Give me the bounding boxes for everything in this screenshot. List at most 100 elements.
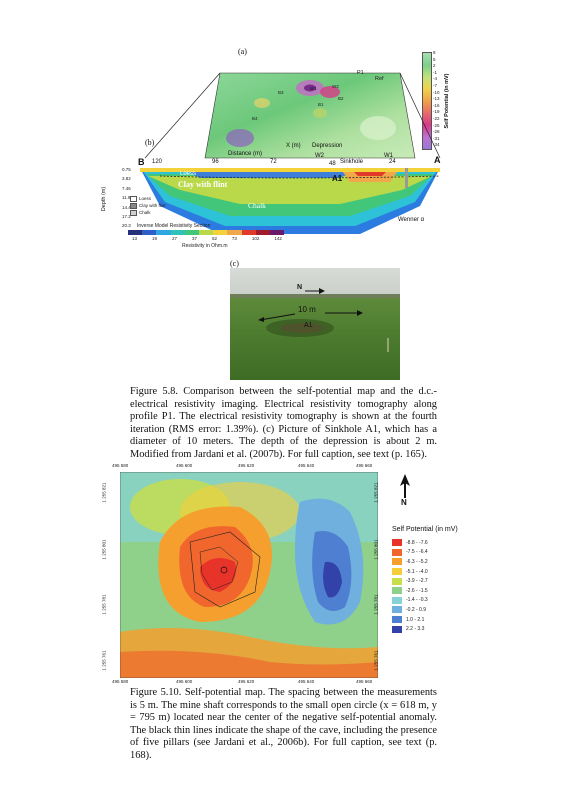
res-tick: 19 — [151, 236, 157, 241]
legend-label: -2.6 - -1.5 — [406, 587, 428, 594]
legend-label: Loess — [139, 196, 152, 201]
cb-tick: -19 — [433, 109, 440, 115]
res-tick: 102 — [251, 236, 260, 241]
panel-b-label: (b) — [145, 138, 155, 147]
legend-label: -8.8 - -7.6 — [406, 539, 428, 546]
cb-tick: -28 — [433, 129, 440, 135]
map-label-b1: B1 — [318, 102, 324, 107]
north-arrow-icon — [400, 474, 410, 498]
figure-5-10: 495 580 495 600 495 620 495 640 495 660 … — [102, 462, 460, 684]
north-label: N — [401, 498, 407, 507]
cb-tick: -13 — [433, 96, 440, 102]
map-label-b3: B3 — [278, 90, 284, 95]
sp-colorbar — [422, 52, 432, 150]
photo-scale-label: 10 m — [298, 305, 316, 314]
map-label-ref: Ref — [375, 76, 384, 82]
cb-tick: -22 — [433, 115, 440, 121]
res-swatch — [170, 230, 185, 235]
x-axis-label: X (m) — [286, 143, 301, 149]
map-label-b4: B4 — [252, 116, 258, 121]
depression-label: Depression — [312, 143, 343, 149]
y-tick: 1 255 801 — [101, 539, 107, 560]
res-swatch — [198, 230, 214, 235]
legend-swatch — [392, 568, 402, 576]
legend-label: 2.2 - 3.3 — [406, 626, 425, 633]
map-label-w2: W2 — [332, 84, 339, 89]
legend-item: Loess — [130, 195, 166, 202]
y-tick-right: 1 255 761 — [373, 650, 379, 671]
res-tick: 37 — [191, 236, 197, 241]
well-label-sinkhole: Sinkhole — [340, 159, 364, 165]
depth-tick: 17.2 — [122, 213, 131, 219]
section-end-a: A — [434, 155, 441, 165]
legend-label: -3.9 - -2.7 — [406, 578, 428, 585]
layer-label-chalk: Chalk — [248, 201, 266, 210]
res-swatch — [269, 230, 285, 235]
legend-row: -6.3 - -5.2 — [392, 557, 458, 567]
legend-label: -7.5 - -6.4 — [406, 549, 428, 556]
map-label-b2: B2 — [338, 96, 344, 101]
legend-label: 1.0 - 2.1 — [406, 616, 425, 623]
legend-swatch — [392, 577, 402, 585]
caption-text: Self-potential map. The spacing between … — [130, 687, 437, 761]
res-swatch — [213, 230, 228, 235]
x-tick-bottom: 495 620 — [238, 679, 255, 684]
legend-swatch — [392, 548, 402, 556]
panel-c-label: (c) — [230, 259, 239, 268]
well-label-w2: W2 — [315, 153, 324, 159]
depth-tick: 14.4 — [122, 204, 131, 210]
panel-a-label: (a) — [238, 47, 247, 56]
cb-tick: -34 — [433, 142, 440, 148]
res-tick: 27 — [171, 236, 177, 241]
figure-5-8-caption: Figure 5.8. Comparison between the self-… — [130, 386, 437, 462]
cb-tick: -10 — [433, 89, 440, 95]
res-tick: 13 — [132, 236, 138, 241]
resistivity-scale — [128, 230, 285, 235]
y-tick: 1 255 761 — [101, 650, 107, 671]
legend-row: -1.4 - -0.3 — [392, 596, 458, 606]
legend-swatch — [392, 539, 402, 547]
dist-tick: 72 — [270, 159, 277, 165]
res-swatch — [227, 230, 242, 235]
legend-swatch — [392, 616, 402, 624]
cb-tick: 2 — [433, 63, 436, 69]
res-swatch — [255, 230, 270, 235]
y-tick: 1 255 781 — [101, 594, 107, 615]
res-swatch — [128, 230, 143, 235]
map-label-p1: P1 — [357, 70, 364, 76]
legend-row: -8.8 - -7.6 — [392, 538, 458, 548]
figure-5-8: (a) P1 Ref B3 W1 W2 B1 B2 B4 8 5 2 -1 -4… — [100, 40, 480, 380]
depth-ticks: 0.75 3.82 7.46 11.9 14.4 17.2 20.3 — [122, 167, 131, 233]
cb-tick: -31 — [433, 135, 440, 141]
legend-item: Chalk — [130, 209, 166, 216]
y-tick-right: 1 255 781 — [373, 594, 379, 615]
res-swatch — [156, 230, 171, 235]
cave-label: A1 — [332, 174, 343, 183]
legend-swatch — [392, 558, 402, 566]
legend-label: -5.1 - -4.0 — [406, 568, 428, 575]
well-label-w1: W1 — [384, 153, 393, 159]
res-swatch — [241, 230, 256, 235]
legend-swatch — [130, 202, 137, 209]
legend-swatch — [392, 606, 402, 614]
x-tick: 495 620 — [238, 463, 255, 468]
photo-feature-label: A1 — [304, 322, 313, 329]
sp-legend: Self Potential (in mV) -8.8 - -7.6 -7.5 … — [392, 525, 458, 634]
resistivity-section — [140, 168, 440, 234]
res-tick: 142 — [274, 236, 282, 241]
array-label: Wenner α — [398, 217, 425, 223]
legend-row: -0.2 - 0.9 — [392, 605, 458, 615]
dist-tick: 24 — [389, 159, 396, 165]
res-swatch — [184, 230, 199, 235]
x-tick-bottom: 495 600 — [176, 679, 193, 684]
y-tick: 1 255 821 — [101, 482, 107, 503]
dist-tick: 48 — [329, 161, 336, 167]
legend-row: -3.9 - -2.7 — [392, 576, 458, 586]
caption-text: Comparison between the self-potential ma… — [130, 386, 437, 460]
legend-row: 1.0 - 2.1 — [392, 615, 458, 625]
layer-label-loess: Loess — [180, 171, 197, 177]
legend-label: -0.2 - 0.9 — [406, 606, 427, 613]
sinkhole-photo — [230, 268, 400, 380]
x-tick-bottom: 495 640 — [298, 679, 315, 684]
map-label-w1: W1 — [310, 86, 317, 91]
